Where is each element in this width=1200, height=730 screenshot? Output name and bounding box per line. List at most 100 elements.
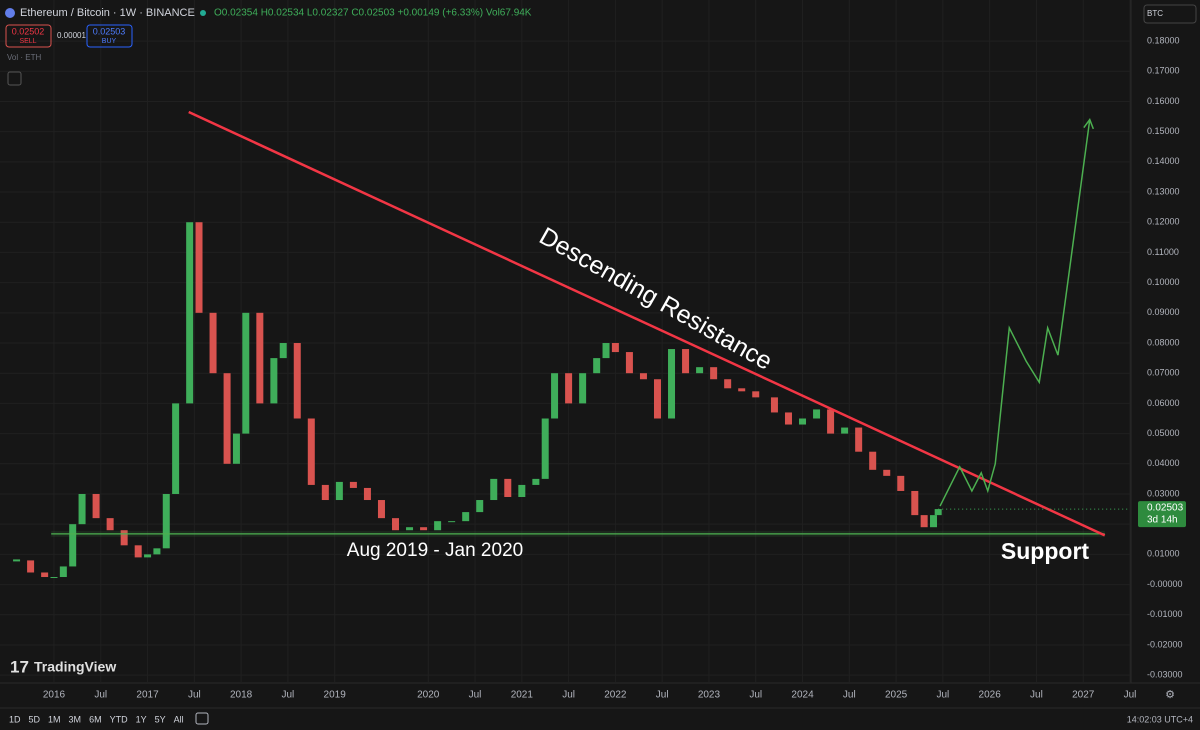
y-tick-label: 0.08000 (1147, 337, 1180, 347)
y-tick-label: 0.15000 (1147, 126, 1180, 136)
candle (920, 515, 928, 528)
annotation: Aug 2019 - Jan 2020 (347, 540, 523, 561)
y-tick-label: 0.05000 (1147, 428, 1180, 438)
candle (223, 373, 231, 464)
sell-label[interactable]: SELL (19, 38, 36, 45)
annotation: Support (1001, 538, 1089, 564)
x-tick-label: Jul (656, 690, 669, 701)
candle (551, 373, 559, 419)
y-tick-label: -0.02000 (1147, 639, 1183, 649)
buy-price[interactable]: 0.02503 (93, 26, 126, 36)
candle (724, 379, 732, 389)
y-tick-label: 0.13000 (1147, 186, 1180, 196)
currency[interactable]: BTC (1147, 9, 1163, 18)
resistance-line (188, 110, 1106, 537)
candle (153, 548, 161, 555)
symbol-title[interactable]: Ethereum / Bitcoin · 1W · BINANCE (20, 7, 195, 19)
x-tick-label: 2022 (604, 690, 627, 701)
x-tick-label: Jul (749, 690, 762, 701)
status-dot (200, 10, 206, 16)
y-tick-label: 0.11000 (1147, 247, 1179, 257)
candle (186, 222, 194, 404)
candle (462, 512, 470, 522)
candle (682, 349, 690, 374)
candle (144, 554, 152, 558)
candle (293, 343, 301, 419)
candle (106, 518, 114, 531)
x-tick-label: Jul (562, 690, 575, 701)
last-price: 0.02503 (1147, 503, 1184, 514)
settings-icon[interactable]: ⚙ (1165, 689, 1175, 701)
candle (855, 427, 863, 452)
x-tick-label: 2016 (43, 690, 66, 701)
x-tick-label: 2026 (979, 690, 1002, 701)
currency-box[interactable] (1143, 4, 1197, 24)
candle (639, 373, 647, 380)
x-tick-label: 2027 (1072, 690, 1095, 701)
x-tick-label: 2023 (698, 690, 721, 701)
spread: 0.00001 (57, 31, 86, 40)
candle (27, 560, 35, 573)
x-tick-label: Jul (1030, 690, 1043, 701)
projection-arrow (1083, 118, 1095, 130)
y-tick-label: 0.01000 (1147, 549, 1180, 559)
candle (841, 427, 849, 434)
candle (752, 391, 760, 398)
candle (209, 312, 217, 374)
x-tick-label: Jul (282, 690, 295, 701)
range-button[interactable]: 5Y (155, 714, 166, 724)
candle (813, 409, 821, 419)
y-tick-label: 0.03000 (1147, 488, 1180, 498)
candle (541, 418, 549, 479)
x-tick-label: 2024 (791, 690, 814, 701)
candle (504, 478, 512, 498)
volume-label[interactable]: Vol · ETH (7, 53, 41, 62)
candle (78, 493, 86, 525)
range-button[interactable]: 1D (9, 714, 21, 724)
candle (69, 524, 77, 567)
candle (869, 451, 877, 470)
date-range-icon[interactable] (195, 712, 209, 725)
candle (602, 343, 610, 359)
last-price-box (1138, 501, 1186, 528)
range-button[interactable]: YTD (110, 714, 129, 724)
sell-price[interactable]: 0.02502 (12, 26, 45, 36)
y-tick-label: 0.12000 (1147, 217, 1180, 227)
range-button[interactable]: 5D (29, 714, 41, 724)
range-button[interactable]: 1Y (136, 714, 147, 724)
candle (270, 358, 278, 404)
candle (710, 367, 718, 380)
y-tick-label: 0.10000 (1147, 277, 1180, 287)
candle (611, 343, 619, 353)
candle (242, 312, 250, 434)
candle (392, 518, 400, 531)
countdown: 3d 14h (1147, 515, 1178, 526)
x-tick-label: Jul (94, 690, 107, 701)
x-tick-label: 2019 (324, 690, 347, 701)
range-button[interactable]: All (174, 714, 184, 724)
x-tick-label: Jul (843, 690, 856, 701)
y-tick-label: 0.06000 (1147, 398, 1180, 408)
symbol-icon (5, 8, 15, 18)
range-button[interactable]: 3M (69, 714, 82, 724)
candle (448, 521, 456, 523)
x-tick-label: 2018 (230, 690, 253, 701)
collapse-button[interactable] (7, 71, 22, 86)
logo-mark: 17 (10, 657, 29, 676)
candle (349, 481, 357, 488)
buy-button[interactable] (86, 24, 133, 48)
clock: 14:02:03 UTC+4 (1127, 714, 1193, 724)
candle (363, 487, 371, 501)
candle (59, 566, 67, 578)
sell-button[interactable] (5, 24, 52, 48)
y-tick-label: 0.07000 (1147, 368, 1180, 378)
candle (476, 500, 484, 513)
candle (897, 475, 905, 491)
range-toolbar: 1D 5D 1M 3M 6M YTD 1Y 5Y All (9, 714, 184, 724)
projection-line (939, 119, 1091, 507)
range-button[interactable]: 6M (89, 714, 102, 724)
range-button[interactable]: 1M (48, 714, 61, 724)
buy-label[interactable]: BUY (102, 38, 117, 45)
candle (195, 222, 203, 313)
